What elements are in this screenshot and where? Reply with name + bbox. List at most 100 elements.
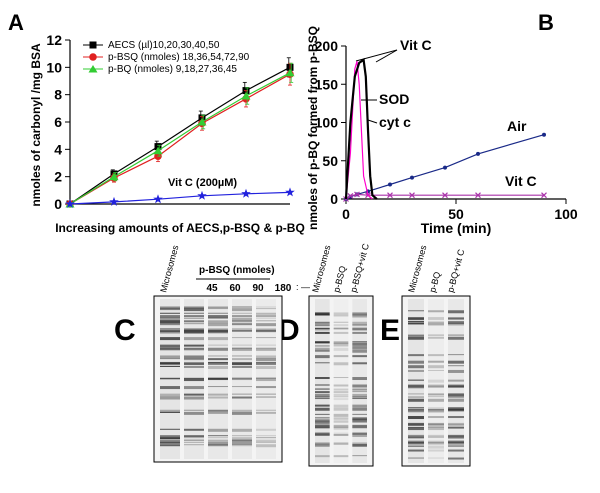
gel-band	[448, 396, 464, 399]
gel-lane-smear	[232, 299, 252, 459]
gel-band	[208, 344, 228, 346]
gel-band	[315, 384, 330, 386]
gel-band	[333, 347, 349, 350]
gel-band	[352, 424, 367, 428]
gel-band	[208, 362, 228, 365]
gel-band	[315, 324, 330, 327]
panel-label-d: D	[278, 314, 300, 347]
gel-band	[352, 421, 367, 423]
gel-e: Microsomes p-BQ p-BQ+vit C	[401, 244, 471, 467]
gel-band	[448, 427, 464, 429]
gel-band	[448, 318, 464, 321]
gel-band	[333, 424, 349, 428]
gel-band	[160, 435, 180, 438]
gel-band	[160, 444, 180, 447]
gel-lane	[208, 299, 228, 459]
gel-band	[448, 322, 464, 326]
gel-band	[315, 391, 330, 394]
chart-a-point	[285, 68, 295, 77]
gel-band	[408, 407, 424, 409]
gel-band	[256, 308, 276, 310]
gel-band	[208, 315, 228, 319]
gel-band	[184, 315, 204, 318]
gel-lane	[333, 299, 349, 463]
gel-band	[428, 398, 444, 402]
gel-band	[315, 328, 330, 330]
gel-band	[333, 426, 349, 430]
gel-band	[160, 362, 180, 364]
gel-band	[256, 312, 276, 315]
gel-band	[448, 321, 464, 325]
gel-band	[160, 355, 180, 359]
gel-band	[184, 365, 204, 368]
gel-band	[160, 409, 180, 413]
gel-lane-smear	[352, 299, 367, 463]
gel-band	[184, 362, 204, 366]
chart-a-legend: AECS (µl)10,20,30,40,50 p-BSQ (nmoles) 1…	[83, 40, 250, 75]
gel-band	[208, 317, 228, 319]
gel-band	[208, 428, 228, 432]
gel-band	[315, 312, 330, 316]
gel-band	[160, 439, 180, 443]
gel-band	[408, 365, 424, 369]
gel-band	[184, 347, 204, 350]
gel-band	[256, 358, 276, 362]
gel-band	[160, 315, 180, 319]
gel-band	[408, 422, 424, 426]
gel-band	[160, 411, 180, 413]
gel-band	[232, 347, 252, 351]
gel-band	[208, 323, 228, 327]
gel-band	[428, 386, 444, 388]
chart-a-ytick-label: 10	[46, 59, 62, 75]
gel-band	[160, 344, 180, 348]
gel-lane	[256, 299, 276, 459]
gel-band	[333, 355, 349, 358]
gel-band	[256, 329, 276, 332]
chart-a-ytick-label: 8	[54, 87, 62, 103]
gel-band	[184, 444, 204, 446]
gel-band	[315, 347, 330, 350]
gel-band	[408, 434, 424, 438]
chart-b-xtick-label: 0	[342, 206, 350, 222]
gel-band	[256, 330, 276, 332]
gel-band	[352, 347, 367, 350]
gel-band	[408, 442, 424, 445]
gel-band	[315, 314, 330, 316]
gel-band	[428, 379, 444, 383]
annotation-sod: SOD	[379, 91, 409, 107]
gel-band	[352, 432, 367, 435]
gel-lane-smear	[408, 299, 424, 463]
gel-band	[428, 336, 444, 339]
gel-band	[160, 365, 180, 367]
gel-band	[408, 354, 424, 357]
gel-band	[208, 358, 228, 361]
gel-band	[208, 355, 228, 357]
gel-band	[333, 314, 349, 317]
gel-band	[256, 328, 276, 332]
gel-band	[428, 409, 444, 411]
gel-band	[408, 310, 424, 312]
gel-band	[428, 317, 444, 319]
chart-a-ylabel: nmoles of carbonyl /mg BSA	[29, 43, 43, 207]
gel-band	[448, 457, 464, 460]
panel-label-e: E	[380, 314, 400, 347]
panel-label-a: A	[8, 10, 24, 35]
gel-band	[352, 314, 367, 318]
gel-band	[333, 345, 349, 347]
chart-a-series-line	[69, 66, 291, 205]
gel-band	[232, 441, 252, 445]
gel-band	[184, 355, 204, 359]
gel-band	[160, 320, 180, 324]
gel-band	[448, 436, 464, 439]
gel-band	[448, 416, 464, 419]
gel-band	[184, 306, 204, 309]
annotation-cytc: cyt c	[379, 114, 411, 130]
gel-band	[352, 455, 367, 457]
gel-band	[333, 396, 349, 398]
gel-band	[428, 393, 444, 396]
gel-band	[408, 409, 424, 413]
gel-band	[448, 365, 464, 367]
gel-band	[352, 443, 367, 447]
gel-band	[256, 362, 276, 365]
